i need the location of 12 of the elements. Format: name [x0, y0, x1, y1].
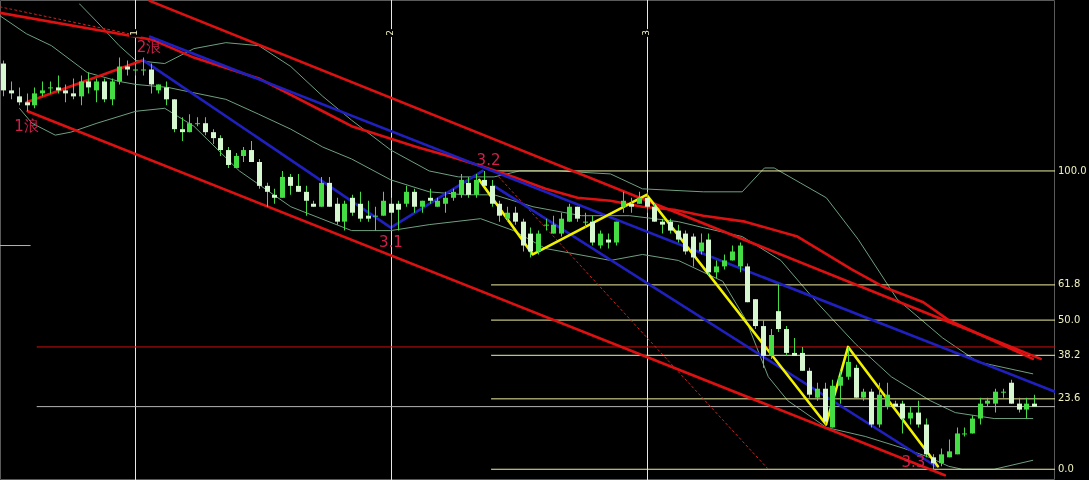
x-tick-label: 3 — [640, 30, 651, 36]
y-tick-label: 61.8 — [1058, 278, 1081, 290]
annotation: 2浪 — [136, 37, 162, 56]
x-tick-label: 1 — [129, 30, 140, 36]
y-tick-label: 23.6 — [1058, 392, 1081, 404]
y-tick-label: 38.2 — [1058, 348, 1081, 360]
y-tick-label: 100.0 — [1058, 164, 1087, 176]
y-tick-label: 0.0 — [1058, 462, 1074, 474]
y-tick-label: 50.0 — [1058, 313, 1081, 325]
x-tick-label: 2 — [385, 30, 396, 36]
annotation: 3.2 — [476, 151, 501, 170]
annotation: 1浪 — [14, 116, 39, 135]
